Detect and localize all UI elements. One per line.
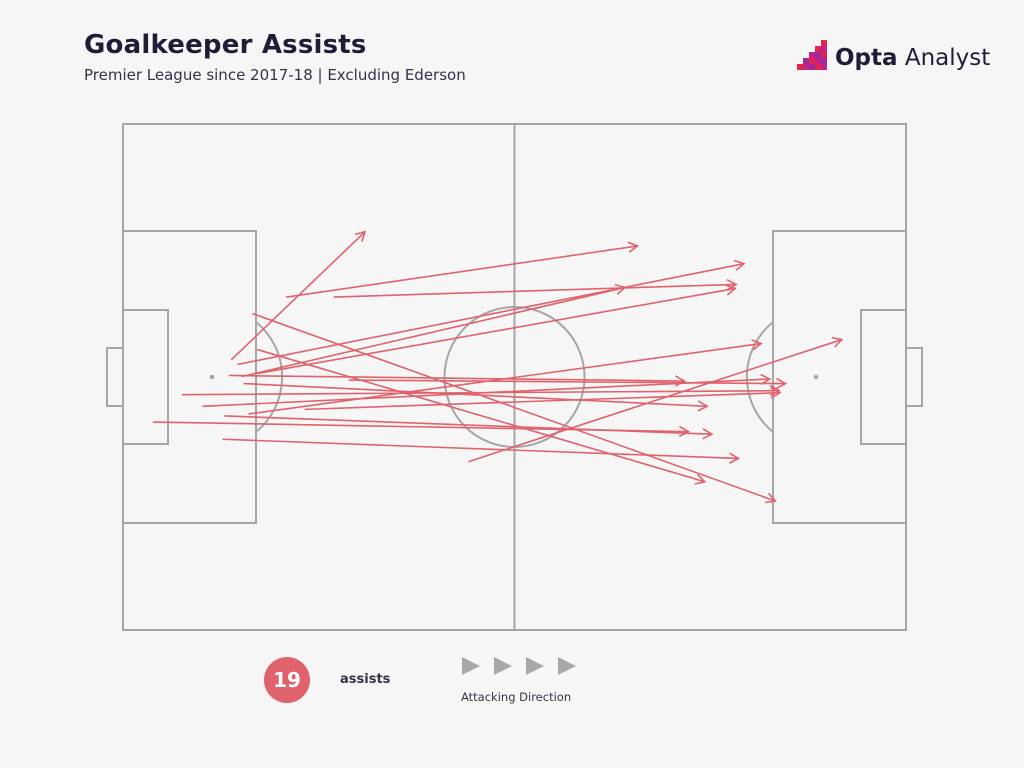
right-penalty-area xyxy=(772,230,907,524)
right-goal xyxy=(905,347,923,407)
assist-pass-arrow-8 xyxy=(228,374,687,387)
assist-pass-arrow-2 xyxy=(285,241,640,298)
assist-pass-arrow-16 xyxy=(222,438,741,464)
direction-arrow-icon xyxy=(558,657,576,675)
attacking-direction-label: Attacking Direction xyxy=(461,690,572,704)
brand-name: Opta Analyst xyxy=(835,45,990,71)
assist-count-label: assists xyxy=(340,672,391,687)
right-penalty-spot xyxy=(813,374,819,380)
left-goal xyxy=(106,347,124,407)
direction-arrow-icon xyxy=(494,657,512,675)
left-six-yard-box xyxy=(122,309,169,445)
chart-title: Goalkeeper Assists xyxy=(84,30,367,60)
brand-logo: Opta Analyst xyxy=(797,40,990,76)
assist-pass-arrow-14 xyxy=(304,387,782,411)
assist-pass-arrow-3 xyxy=(237,259,746,366)
assist-pass-arrow-4 xyxy=(333,278,738,298)
assist-pass-arrow-18 xyxy=(256,348,707,485)
left-penalty-area xyxy=(122,230,257,524)
direction-arrow-icon xyxy=(462,657,480,675)
assist-pass-arrow-15 xyxy=(152,421,690,438)
chart-subtitle: Premier League since 2017-18 | Excluding… xyxy=(84,66,466,84)
right-penalty-arc xyxy=(745,321,774,433)
assist-pass-arrow-19 xyxy=(468,336,844,463)
assist-pass-arrow-10 xyxy=(348,377,788,390)
brand-name-bold: Opta xyxy=(835,45,898,71)
left-penalty-arc xyxy=(255,321,284,433)
attacking-direction-arrows xyxy=(460,655,578,677)
assist-pass-arrow-17 xyxy=(252,312,777,504)
assist-pass-arrow-9 xyxy=(243,382,709,412)
assist-pass-arrow-6 xyxy=(256,284,737,375)
right-six-yard-box xyxy=(860,309,907,445)
brand-name-light: Analyst xyxy=(897,45,991,71)
opta-logo-icon xyxy=(797,40,827,70)
left-penalty-spot xyxy=(209,374,215,380)
assist-count-badge: 19 xyxy=(264,657,310,703)
assist-pass-arrow-12 xyxy=(202,373,772,408)
pass-arrows xyxy=(152,230,844,504)
assist-pass-arrow-5 xyxy=(241,283,627,378)
direction-arrow-icon xyxy=(526,657,544,675)
